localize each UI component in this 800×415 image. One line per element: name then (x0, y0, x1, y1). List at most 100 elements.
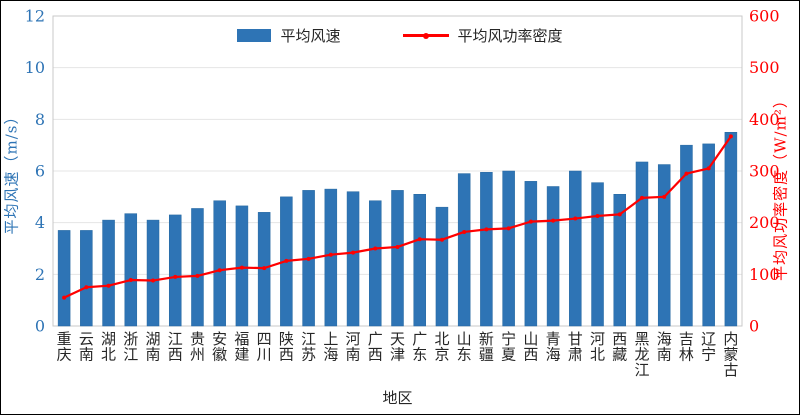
y-tick-label-right: 100 (749, 265, 780, 284)
data-point-marker (373, 246, 378, 251)
bar-黑龙江 (635, 161, 649, 327)
bar-云南 (80, 230, 93, 327)
x-tick-label-湖北: 湖北 (101, 330, 116, 364)
y-tick-label-left: 10 (25, 58, 45, 77)
bar-重庆 (57, 230, 71, 327)
x-tick-label-河北: 河北 (590, 330, 605, 364)
y-tick-label-right: 300 (749, 162, 780, 181)
bar-浙江 (124, 213, 138, 327)
x-tick-label-陕西: 陕西 (279, 330, 294, 364)
x-tick-label-青海: 青海 (546, 330, 561, 364)
bar-山西 (524, 181, 538, 327)
bar-海南 (657, 164, 671, 327)
bar-湖北 (102, 219, 115, 327)
y-axis-right-title: 平均风功率密度（W/m²） (771, 92, 790, 281)
x-axis-title: 地区 (382, 389, 413, 407)
data-point-marker (617, 212, 622, 217)
x-tick-label-辽宁: 辽宁 (701, 330, 716, 364)
legend-label-power-density: 平均风功率密度 (457, 27, 563, 45)
data-point-marker (328, 252, 333, 257)
data-point-marker (306, 256, 311, 261)
y-tick-label-left: 2 (35, 265, 45, 284)
x-tick-label-河南: 河南 (346, 330, 361, 364)
y-tick-label-left: 12 (25, 7, 45, 26)
legend: 平均风速 平均风功率密度 (1, 25, 799, 46)
x-tick-label-浙江: 浙江 (123, 330, 138, 364)
data-point-marker (417, 237, 422, 242)
bar-湖南 (146, 219, 160, 327)
bar-河南 (346, 191, 360, 327)
line-marker-icon (422, 32, 429, 39)
data-point-marker (106, 283, 111, 288)
bar-青海 (546, 186, 560, 327)
data-point-marker (84, 285, 89, 290)
x-tick-label-北京: 北京 (434, 330, 449, 364)
bar-北京 (435, 206, 449, 327)
data-point-marker (662, 194, 667, 199)
data-point-marker (506, 226, 511, 231)
bar-辽宁 (702, 143, 715, 327)
data-point-marker (439, 237, 444, 242)
bar-安徽 (213, 200, 226, 327)
data-point-marker (217, 268, 222, 273)
data-point-marker (284, 258, 289, 263)
data-point-marker (151, 278, 156, 283)
bar-甘肃 (569, 170, 582, 327)
x-tick-label-江西: 江西 (168, 330, 183, 364)
y-axis-left-title: 平均风速（m/s） (2, 108, 21, 235)
x-tick-label-四川: 四川 (257, 330, 272, 364)
x-tick-label-广东: 广东 (412, 330, 427, 364)
x-tick-label-广西: 广西 (368, 330, 383, 364)
y-tick-label-left: 4 (35, 213, 45, 232)
x-tick-label-山东: 山东 (457, 330, 472, 364)
bar-西藏 (613, 194, 627, 327)
bar-宁夏 (502, 170, 515, 327)
bar-吉林 (680, 144, 693, 327)
data-point-marker (195, 273, 200, 278)
x-tick-label-宁夏: 宁夏 (501, 330, 516, 364)
x-tick-label-内蒙古: 内蒙古 (723, 330, 738, 379)
x-tick-label-海南: 海南 (657, 330, 672, 364)
bar-贵州 (191, 208, 204, 327)
data-point-marker (551, 218, 556, 223)
bar-江西 (168, 214, 182, 327)
x-tick-label-山西: 山西 (523, 330, 538, 364)
data-point-marker (484, 227, 489, 232)
data-point-marker (728, 134, 733, 139)
data-point-marker (173, 274, 178, 279)
y-tick-label-left: 6 (35, 162, 45, 181)
data-point-marker (528, 219, 533, 224)
x-tick-label-天津: 天津 (390, 330, 405, 364)
data-point-marker (684, 171, 689, 176)
data-point-marker (595, 213, 600, 218)
x-tick-label-安徽: 安徽 (212, 330, 227, 364)
bar-广西 (369, 200, 382, 327)
bar-河北 (591, 182, 604, 327)
bar-内蒙古 (724, 132, 738, 327)
data-point-marker (262, 266, 267, 271)
data-point-marker (639, 195, 644, 200)
bar-广东 (413, 194, 426, 327)
y-tick-label-right: 600 (749, 7, 780, 26)
x-tick-label-新疆: 新疆 (479, 330, 494, 364)
data-point-marker (62, 295, 67, 300)
y-tick-label-right: 200 (749, 213, 780, 232)
data-point-marker (128, 278, 133, 283)
y-tick-label-right: 500 (749, 58, 780, 77)
x-tick-label-湖南: 湖南 (146, 330, 161, 364)
y-tick-label-left: 0 (35, 317, 45, 336)
x-tick-label-云南: 云南 (79, 330, 94, 364)
bar-山东 (457, 173, 471, 327)
bar-上海 (324, 188, 338, 327)
data-point-marker (573, 216, 578, 221)
x-tick-label-黑龙江: 黑龙江 (634, 330, 649, 379)
data-point-marker (706, 166, 711, 171)
line-swatch-icon (402, 32, 449, 39)
x-tick-label-重庆: 重庆 (57, 330, 72, 364)
bar-swatch-icon (237, 29, 272, 42)
legend-label-wind-speed: 平均风速 (280, 27, 341, 45)
x-tick-label-吉林: 吉林 (679, 330, 694, 364)
data-point-marker (239, 265, 244, 270)
